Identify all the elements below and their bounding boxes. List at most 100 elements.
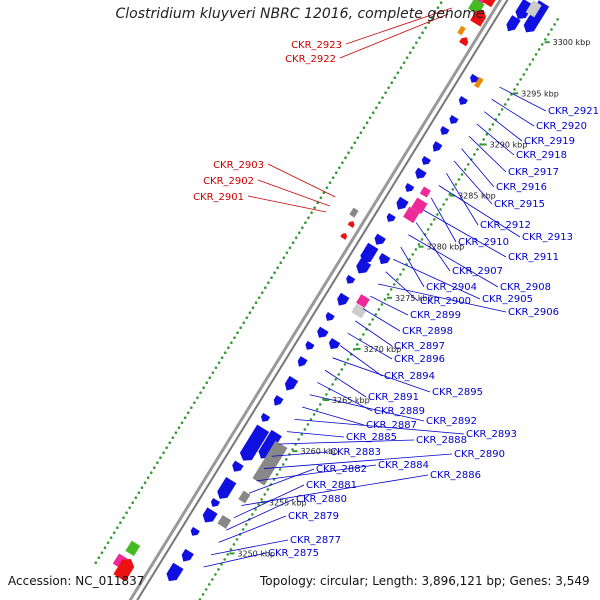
gene-label-forward: CKR_2923 xyxy=(291,40,342,51)
track-dot xyxy=(285,251,289,255)
cds-reverse xyxy=(328,338,341,350)
track-dot xyxy=(248,311,252,315)
track-dot xyxy=(412,46,415,50)
track-dot xyxy=(392,283,396,286)
track-dot xyxy=(236,331,239,335)
track-dot xyxy=(386,293,390,296)
track-dot xyxy=(217,361,221,365)
track-dot xyxy=(362,126,366,130)
track-dot xyxy=(470,158,473,161)
track-dot xyxy=(399,66,403,70)
track-dot xyxy=(315,408,319,411)
track-dot xyxy=(202,386,205,390)
track-dot xyxy=(257,503,260,506)
track-dot xyxy=(156,461,159,465)
track-dot xyxy=(251,513,254,516)
track-dot xyxy=(442,203,445,206)
cds-reverse xyxy=(202,507,218,523)
label-leader xyxy=(286,431,345,438)
track-dot xyxy=(226,553,230,556)
track-dot xyxy=(177,426,181,430)
track-dot xyxy=(365,121,369,125)
gene-label-reverse: CKR_2892 xyxy=(426,416,477,427)
track-dot xyxy=(352,348,356,351)
track-dot xyxy=(241,528,245,531)
track-dot xyxy=(266,488,270,491)
track-dot xyxy=(439,1,443,5)
track-dot xyxy=(304,221,307,225)
track-dot xyxy=(482,138,485,141)
gene-orange xyxy=(457,25,466,36)
track-dot xyxy=(153,466,156,470)
label-leader xyxy=(211,539,289,556)
track-dot xyxy=(387,86,390,90)
track-dot xyxy=(375,106,378,110)
track-dot xyxy=(544,38,547,41)
track-dot xyxy=(97,556,101,560)
label-leader xyxy=(499,86,547,112)
accession-text: Accession: NC_011837 xyxy=(8,574,145,588)
track-dot xyxy=(319,196,323,200)
gene-label-reverse: CKR_2879 xyxy=(288,511,339,522)
track-dot xyxy=(116,526,119,530)
kbp-tick-label: 3255 kbp xyxy=(269,498,307,507)
track-dot xyxy=(408,51,412,55)
track-dot xyxy=(473,153,476,156)
gene-gray xyxy=(252,440,288,486)
track-dot xyxy=(217,568,220,571)
gene-label-reverse: CKR_2919 xyxy=(524,136,575,147)
kbp-tick-label: 3290 kbp xyxy=(490,140,528,149)
track-dot xyxy=(408,258,411,261)
track-dot xyxy=(488,128,492,131)
gene-label-reverse: CKR_2881 xyxy=(306,480,357,491)
track-dot xyxy=(232,543,236,546)
track-dot xyxy=(301,226,304,230)
track-dot xyxy=(180,421,184,425)
track-dot xyxy=(220,356,224,360)
track-dot xyxy=(534,53,538,56)
track-dot xyxy=(162,451,165,455)
track-dot xyxy=(356,136,360,140)
track-dot xyxy=(100,551,104,555)
gene-red xyxy=(347,221,355,228)
cds-reverse xyxy=(356,258,372,274)
gene-label-forward: CKR_2922 xyxy=(285,54,336,65)
gene-red xyxy=(340,233,348,240)
gene-orange xyxy=(474,76,484,89)
label-leader xyxy=(256,464,377,482)
label-leader xyxy=(271,451,329,457)
track-dot xyxy=(297,231,301,235)
track-dot xyxy=(337,373,341,376)
cds-reverse xyxy=(305,340,315,350)
track-dot xyxy=(245,316,249,320)
label-leader xyxy=(247,195,327,213)
track-dot xyxy=(211,578,214,581)
gene-label-reverse: CKR_2920 xyxy=(536,121,587,132)
track-dot xyxy=(426,228,430,231)
cds-reverse xyxy=(405,182,415,192)
label-leader xyxy=(476,123,515,156)
cds-reverse xyxy=(210,497,221,507)
track-dot xyxy=(421,31,424,35)
track-dot xyxy=(338,166,341,170)
track-dot xyxy=(525,68,529,71)
label-leader xyxy=(355,320,393,347)
track-dot xyxy=(143,481,147,485)
gene-label-forward: CKR_2902 xyxy=(203,176,254,187)
track-dot xyxy=(396,278,399,281)
gene-label-reverse: CKR_2880 xyxy=(296,494,347,505)
track-dot xyxy=(199,391,202,395)
track-dot xyxy=(371,318,374,321)
label-leader xyxy=(362,308,401,332)
backbone-line xyxy=(136,0,509,600)
label-leader xyxy=(203,552,267,568)
track-dot xyxy=(201,593,205,596)
cds-reverse xyxy=(415,167,427,179)
track-dot xyxy=(264,286,267,290)
label-leader xyxy=(377,283,507,313)
gene-green xyxy=(125,540,141,557)
track-dot xyxy=(313,206,316,210)
track-dot xyxy=(122,516,125,520)
track-dot xyxy=(131,501,135,505)
